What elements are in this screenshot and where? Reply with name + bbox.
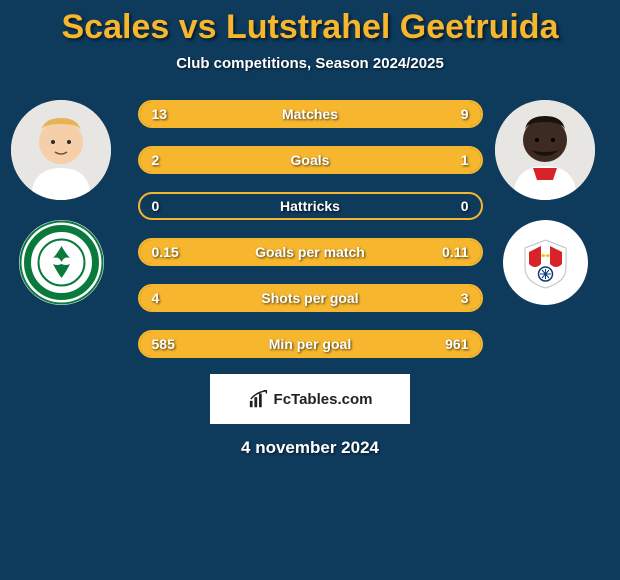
- stat-bars: 13Matches92Goals10Hattricks00.15Goals pe…: [138, 100, 483, 358]
- stat-value-right: 3: [461, 290, 481, 306]
- fctables-logo-icon: [248, 388, 270, 410]
- stat-label: Shots per goal: [140, 290, 481, 306]
- stat-label: Min per goal: [140, 336, 481, 352]
- stat-row: 4Shots per goal3: [138, 284, 483, 312]
- left-player-column: [6, 100, 116, 305]
- right-club-badge: [503, 220, 588, 305]
- credit-text: FcTables.com: [274, 391, 373, 408]
- right-player-avatar: [495, 100, 595, 200]
- stat-value-right: 961: [445, 336, 480, 352]
- left-club-crest-icon: [19, 220, 104, 305]
- stat-row: 13Matches9: [138, 100, 483, 128]
- page-title: Scales vs Lutstrahel Geetruida: [0, 0, 620, 47]
- stat-value-right: 1: [461, 152, 481, 168]
- stat-value-right: 0: [461, 198, 481, 214]
- right-player-column: [490, 100, 600, 305]
- stat-label: Goals per match: [140, 244, 481, 260]
- date-text: 4 november 2024: [0, 438, 620, 458]
- left-club-badge: [19, 220, 104, 305]
- stat-row: 2Goals1: [138, 146, 483, 174]
- stat-row: 0Hattricks0: [138, 192, 483, 220]
- comparison-main: 13Matches92Goals10Hattricks00.15Goals pe…: [0, 100, 620, 358]
- right-club-crest-icon: [503, 220, 588, 305]
- credit-box: FcTables.com: [210, 374, 410, 424]
- stat-value-right: 0.11: [442, 244, 480, 260]
- left-player-portrait-icon: [11, 100, 111, 200]
- left-player-avatar: [11, 100, 111, 200]
- stat-label: Goals: [140, 152, 481, 168]
- stat-label: Hattricks: [140, 198, 481, 214]
- stat-row: 585Min per goal961: [138, 330, 483, 358]
- stat-label: Matches: [140, 106, 481, 122]
- stat-value-right: 9: [461, 106, 481, 122]
- stat-row: 0.15Goals per match0.11: [138, 238, 483, 266]
- subtitle: Club competitions, Season 2024/2025: [0, 55, 620, 72]
- right-player-portrait-icon: [495, 100, 595, 200]
